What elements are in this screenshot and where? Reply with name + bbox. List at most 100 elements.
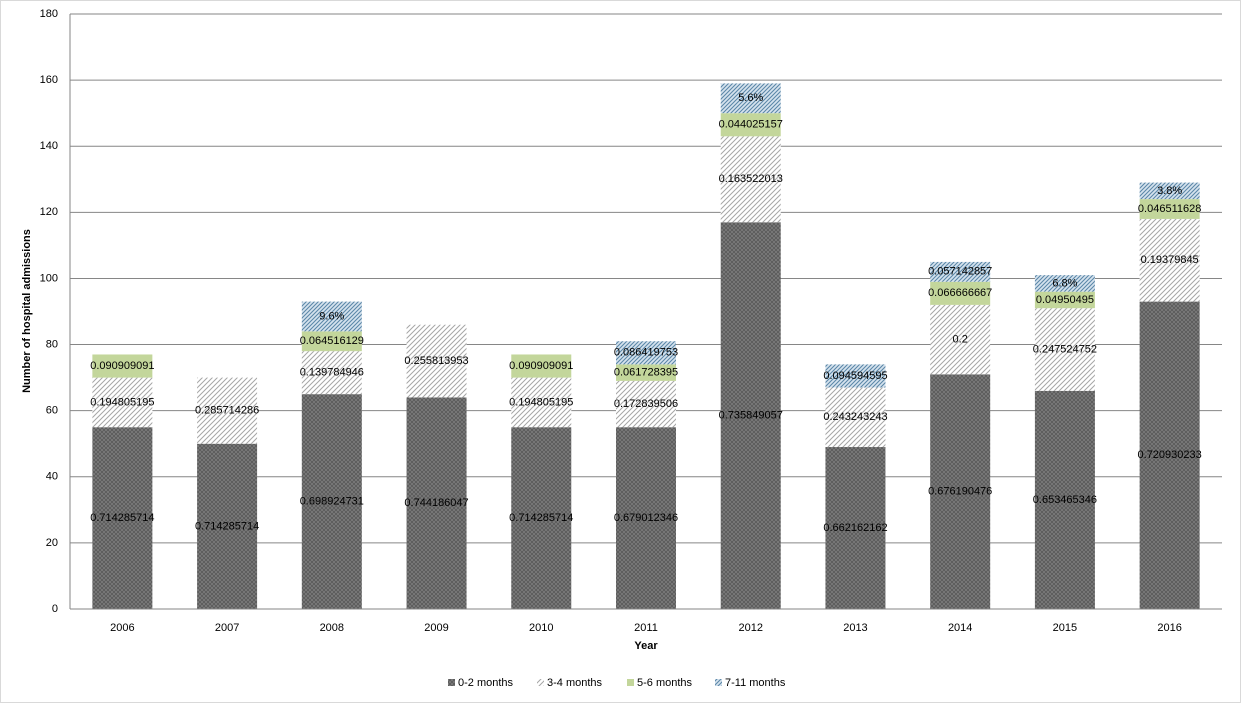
bar-segment bbox=[825, 364, 886, 388]
bar-segment bbox=[511, 427, 572, 609]
bar-segment bbox=[825, 387, 886, 448]
data-label: 0.653465346 bbox=[1033, 494, 1097, 506]
bar-segment bbox=[1139, 218, 1200, 302]
bar-segment bbox=[1034, 291, 1095, 309]
bar-segment bbox=[406, 397, 467, 609]
legend-swatch bbox=[448, 679, 455, 686]
x-tick-label: 2008 bbox=[320, 622, 344, 634]
bar-segment bbox=[406, 324, 467, 398]
x-tick-label: 2012 bbox=[738, 622, 762, 634]
x-tick-label: 2006 bbox=[110, 622, 134, 634]
y-tick-label: 40 bbox=[46, 471, 58, 483]
y-tick-label: 80 bbox=[46, 338, 58, 350]
data-label: 0.247524752 bbox=[1033, 343, 1097, 355]
data-label: 0.066666667 bbox=[928, 287, 992, 299]
bar-segment bbox=[720, 222, 781, 609]
data-label: 0.255813953 bbox=[404, 355, 468, 367]
legend-swatch bbox=[627, 679, 634, 686]
y-tick-label: 60 bbox=[46, 405, 58, 417]
bar-segment bbox=[197, 377, 258, 444]
x-tick-label: 2014 bbox=[948, 622, 972, 634]
x-tick-label: 2016 bbox=[1157, 622, 1181, 634]
bar-segment bbox=[1139, 301, 1200, 609]
bar-segment bbox=[930, 281, 991, 305]
bar-segment bbox=[616, 427, 676, 609]
data-label: 0.064516129 bbox=[300, 335, 364, 347]
data-label: 0.19379845 bbox=[1141, 254, 1199, 266]
data-label: 0.698924731 bbox=[300, 495, 364, 507]
y-tick-label: 0 bbox=[52, 603, 58, 615]
data-label: 0.094594595 bbox=[823, 370, 887, 382]
data-label: 0.714285714 bbox=[509, 512, 573, 524]
x-tick-label: 2007 bbox=[215, 622, 239, 634]
bar-segment bbox=[92, 354, 153, 378]
data-label: 0.662162162 bbox=[823, 522, 887, 534]
bar-segment bbox=[92, 427, 153, 609]
data-label: 0.139784946 bbox=[300, 367, 364, 379]
data-label: 9.6% bbox=[319, 310, 344, 322]
data-label: 0.285714286 bbox=[195, 405, 259, 417]
y-tick-label: 160 bbox=[40, 74, 58, 86]
bar-segment bbox=[930, 304, 991, 375]
bar-segment bbox=[301, 351, 362, 395]
data-label: 0.090909091 bbox=[509, 360, 573, 372]
data-label: 5.6% bbox=[738, 92, 763, 104]
bar-segment bbox=[92, 377, 153, 428]
bar-segment bbox=[616, 341, 676, 365]
data-label: 0.744186047 bbox=[404, 497, 468, 509]
legend-swatch bbox=[537, 679, 544, 686]
bar-segment bbox=[1139, 182, 1200, 200]
bar-segment bbox=[720, 113, 781, 137]
legend-label: 0-2 months bbox=[458, 677, 514, 689]
legend-label: 7-11 months bbox=[725, 677, 786, 689]
x-axis-title: Year bbox=[634, 640, 658, 652]
data-label: 0.676190476 bbox=[928, 486, 992, 498]
data-label: 0.061728395 bbox=[614, 367, 678, 379]
data-label: 0.163522013 bbox=[719, 173, 783, 185]
bar-segment bbox=[1139, 199, 1200, 219]
data-label: 0.735849057 bbox=[719, 410, 783, 422]
bar-segment bbox=[1034, 308, 1095, 391]
bar-segment bbox=[720, 136, 781, 223]
y-tick-label: 20 bbox=[46, 537, 58, 549]
x-tick-label: 2015 bbox=[1053, 622, 1077, 634]
y-tick-label: 140 bbox=[40, 140, 58, 152]
data-label: 0.04950495 bbox=[1036, 294, 1094, 306]
bar-segment bbox=[930, 261, 991, 282]
bar-segment bbox=[616, 364, 676, 381]
bar-segment bbox=[197, 443, 258, 609]
x-tick-label: 2013 bbox=[843, 622, 867, 634]
data-label: 0.172839506 bbox=[614, 398, 678, 410]
bar-segment bbox=[825, 447, 886, 609]
bar-segment bbox=[1034, 390, 1095, 609]
legend-label: 3-4 months bbox=[547, 677, 603, 689]
x-tick-label: 2009 bbox=[424, 622, 448, 634]
y-tick-label: 100 bbox=[40, 272, 58, 284]
bar-segment bbox=[1034, 275, 1095, 292]
bar-segment bbox=[511, 354, 572, 378]
y-tick-label: 180 bbox=[40, 8, 58, 20]
bar-segment bbox=[301, 331, 362, 352]
bar-segment bbox=[301, 301, 362, 332]
bar-segment bbox=[720, 83, 781, 114]
data-label: 0.090909091 bbox=[90, 360, 154, 372]
data-label: 0.679012346 bbox=[614, 512, 678, 524]
data-label: 0.086419753 bbox=[614, 347, 678, 359]
data-label: 0.044025157 bbox=[719, 119, 783, 131]
data-label: 0.194805195 bbox=[90, 396, 154, 408]
data-label: 0.714285714 bbox=[90, 512, 154, 524]
bar-segment bbox=[616, 380, 676, 428]
data-label: 0.243243243 bbox=[823, 411, 887, 423]
data-label: 0.2 bbox=[953, 334, 968, 346]
legend-swatch bbox=[715, 679, 722, 686]
y-tick-label: 120 bbox=[40, 206, 58, 218]
data-label: 0.046511628 bbox=[1138, 203, 1201, 215]
data-label: 0.194805195 bbox=[509, 396, 573, 408]
bar-segment bbox=[301, 394, 362, 609]
data-label: 6.8% bbox=[1052, 277, 1077, 289]
data-label: 0.714285714 bbox=[195, 520, 259, 532]
legend-label: 5-6 months bbox=[637, 677, 693, 689]
data-label: 0.720930233 bbox=[1138, 449, 1202, 461]
x-tick-label: 2011 bbox=[634, 622, 658, 634]
